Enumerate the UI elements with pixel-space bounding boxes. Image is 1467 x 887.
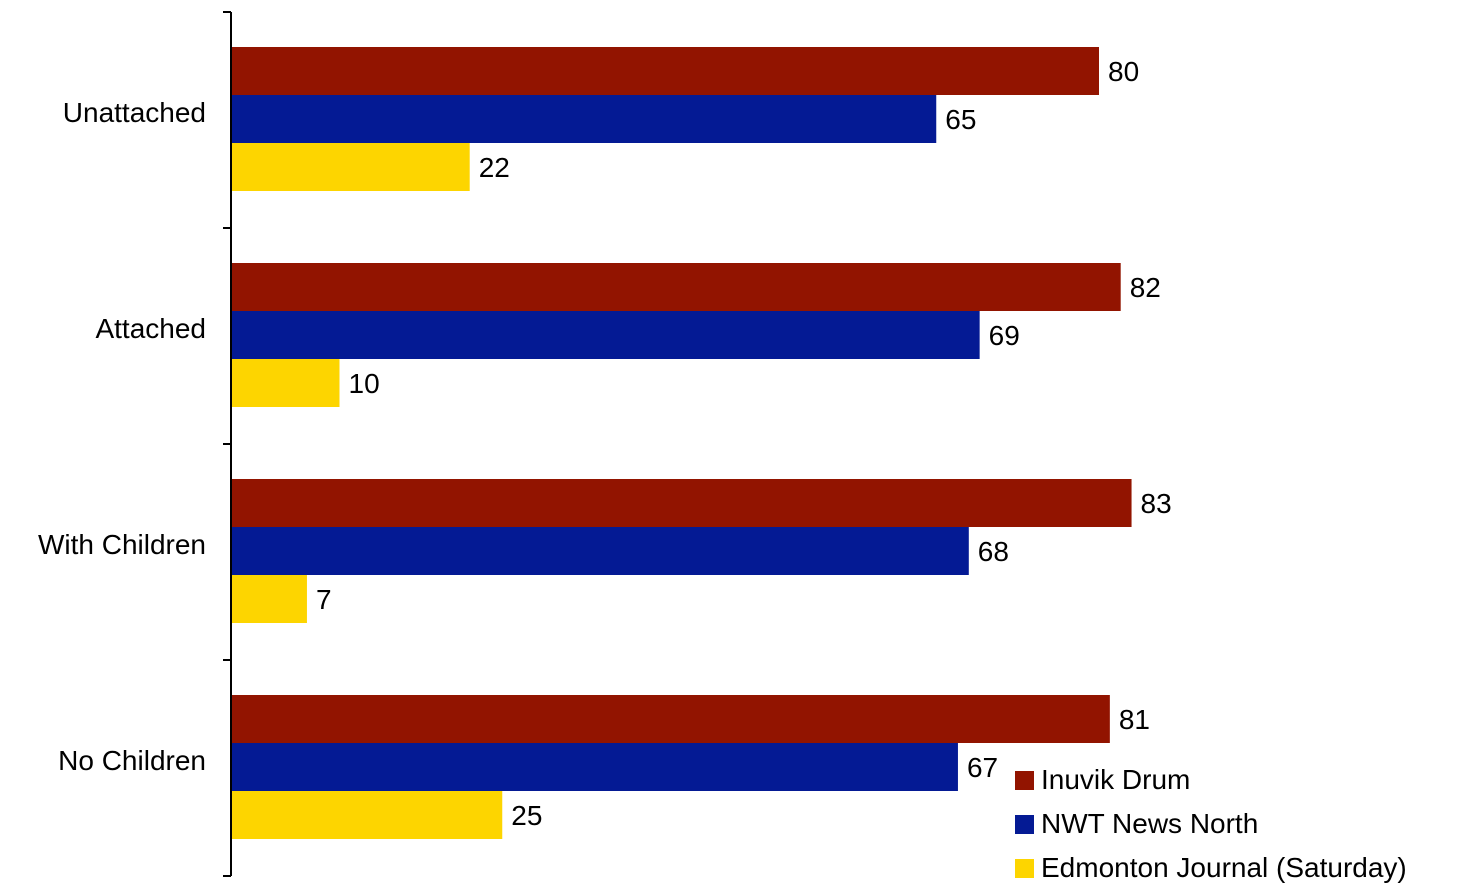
- data-label-inuvik-drum-attached: 82: [1130, 272, 1161, 303]
- bar-edmonton-journal-saturday-attached: [231, 359, 340, 407]
- bar-nwt-news-north-attached: [231, 311, 980, 359]
- bar-inuvik-drum-unattached: [231, 47, 1099, 95]
- category-label-with-children: With Children: [38, 529, 206, 560]
- data-label-nwt-news-north-with-children: 68: [978, 536, 1009, 567]
- legend-swatch-inuvik-drum: [1015, 771, 1034, 790]
- legend-label-nwt-news-north: NWT News North: [1041, 808, 1258, 839]
- data-label-inuvik-drum-no-children: 81: [1119, 704, 1150, 735]
- category-label-attached: Attached: [95, 313, 206, 344]
- category-label-no-children: No Children: [58, 745, 206, 776]
- data-label-edmonton-journal-saturday-unattached: 22: [479, 152, 510, 183]
- data-label-edmonton-journal-saturday-with-children: 7: [316, 584, 332, 615]
- data-label-inuvik-drum-unattached: 80: [1108, 56, 1139, 87]
- data-label-nwt-news-north-no-children: 67: [967, 752, 998, 783]
- legend: Inuvik Drum NWT News North Edmonton Journa…: [1015, 764, 1407, 883]
- bar-inuvik-drum-with-children: [231, 479, 1132, 527]
- bar-edmonton-journal-saturday-with-children: [231, 575, 307, 623]
- data-label-inuvik-drum-with-children: 83: [1141, 488, 1172, 519]
- bar-inuvik-drum-attached: [231, 263, 1121, 311]
- axis-ticks: [223, 11, 231, 877]
- bar-nwt-news-north-with-children: [231, 527, 969, 575]
- bar-nwt-news-north-unattached: [231, 95, 937, 143]
- legend-label-edmonton-journal-saturday: Edmonton Journal (Saturday): [1041, 852, 1407, 883]
- data-label-edmonton-journal-saturday-no-children: 25: [511, 800, 542, 831]
- legend-swatch-nwt-news-north: [1015, 815, 1034, 834]
- category-label-unattached: Unattached: [63, 97, 206, 128]
- value-labels-group: 80 65 22 82 69 10 83 68 7 81 67 25: [316, 56, 1172, 831]
- category-labels: Unattached Attached With Children No Childr…: [38, 97, 206, 776]
- bar-nwt-news-north-no-children: [231, 743, 958, 791]
- bar-edmonton-journal-saturday-no-children: [231, 791, 503, 839]
- legend-label-inuvik-drum: Inuvik Drum: [1041, 764, 1190, 795]
- data-label-nwt-news-north-attached: 69: [989, 320, 1020, 351]
- data-label-nwt-news-north-unattached: 65: [945, 104, 976, 135]
- bar-inuvik-drum-no-children: [231, 695, 1110, 743]
- bars-group: [231, 47, 1132, 839]
- data-label-edmonton-journal-saturday-attached: 10: [349, 368, 380, 399]
- bar-edmonton-journal-saturday-unattached: [231, 143, 470, 191]
- legend-swatch-edmonton-journal-saturday: [1015, 859, 1034, 878]
